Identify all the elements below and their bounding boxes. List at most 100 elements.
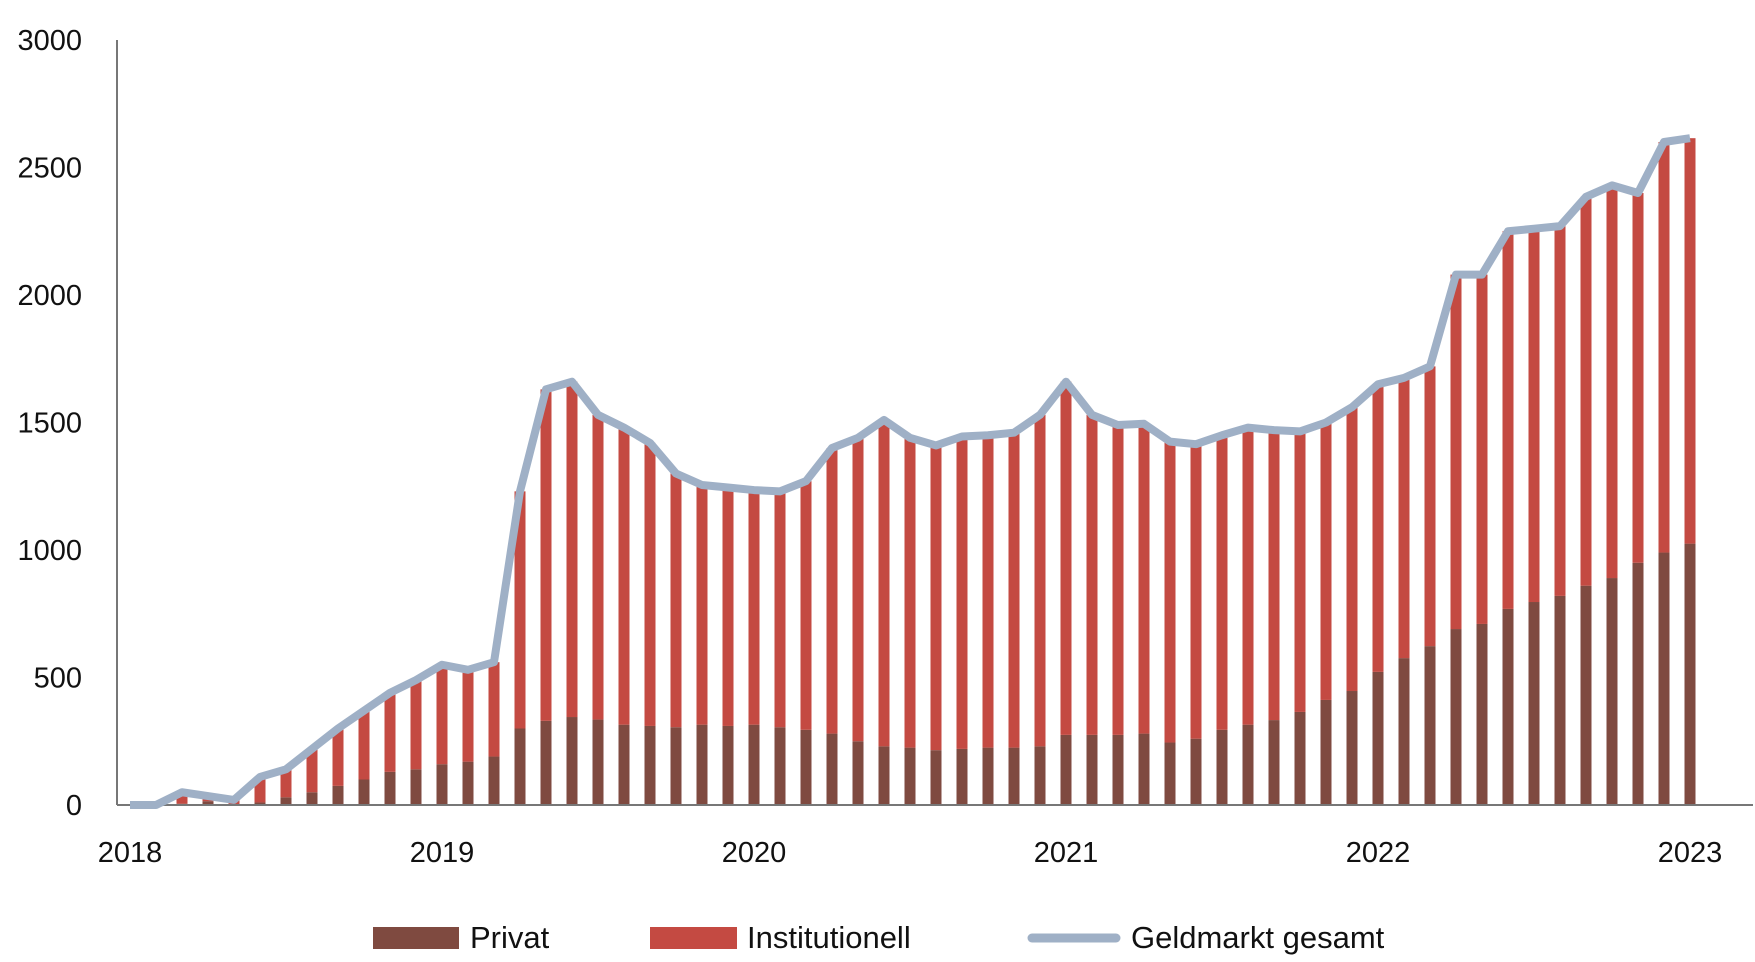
y-tick-label: 3000 xyxy=(17,25,82,57)
x-tick-label: 2022 xyxy=(1346,837,1411,869)
bar-privat xyxy=(514,728,526,805)
bar-institutionell xyxy=(1580,196,1592,586)
y-tick-label: 2000 xyxy=(17,280,82,312)
bar-institutionell xyxy=(722,487,734,726)
bar-privat xyxy=(1346,691,1358,805)
bar-privat xyxy=(1034,746,1046,805)
bar-institutionell xyxy=(1086,414,1098,735)
bar-institutionell xyxy=(1398,377,1410,659)
bar-institutionell xyxy=(748,490,760,725)
y-tick-label: 1500 xyxy=(17,408,82,440)
bar-institutionell xyxy=(410,680,422,770)
legend-label-institutionell: Institutionell xyxy=(747,920,911,955)
bar-institutionell xyxy=(982,435,994,748)
bar-institutionell xyxy=(306,748,318,793)
bar-privat xyxy=(1190,738,1202,805)
bar-privat xyxy=(904,747,916,805)
bar-privat xyxy=(254,802,266,805)
bar-privat xyxy=(462,761,474,805)
bar-institutionell xyxy=(1528,228,1540,603)
bar-institutionell xyxy=(1606,185,1618,579)
bar-institutionell xyxy=(1320,422,1332,700)
bar-privat xyxy=(748,724,760,805)
bar-institutionell xyxy=(1502,231,1514,609)
bar-privat xyxy=(1216,729,1228,805)
bar-privat xyxy=(540,720,552,805)
bar-institutionell xyxy=(566,381,578,718)
bar-institutionell xyxy=(1632,193,1644,563)
x-tick-label: 2020 xyxy=(722,837,787,869)
bar-institutionell xyxy=(540,389,552,721)
bar-privat xyxy=(930,750,942,805)
bar-privat xyxy=(670,727,682,805)
bar-institutionell xyxy=(514,491,526,729)
bar-privat xyxy=(1242,724,1254,805)
bar-institutionell xyxy=(1554,226,1566,596)
bar-privat xyxy=(1164,742,1176,805)
legend-swatch-privat xyxy=(373,927,459,949)
bar-institutionell xyxy=(774,491,786,728)
bar-privat xyxy=(1632,562,1644,805)
bar-institutionell xyxy=(878,419,890,747)
bar-institutionell xyxy=(592,414,604,720)
bar-institutionell xyxy=(488,662,500,757)
bar-privat xyxy=(722,725,734,805)
bar-privat xyxy=(1112,734,1124,805)
legend: Privat Institutionell Geldmarkt gesamt xyxy=(373,920,1385,955)
bar-privat xyxy=(1528,602,1540,805)
bar-privat xyxy=(1580,585,1592,805)
bar-privat xyxy=(592,719,604,805)
bar-institutionell xyxy=(462,669,474,762)
legend-label-privat: Privat xyxy=(470,920,550,955)
y-tick-label: 0 xyxy=(66,790,82,822)
x-tick-label: 2019 xyxy=(410,837,475,869)
bar-institutionell xyxy=(1242,427,1254,725)
bar-privat xyxy=(852,741,864,805)
bar-privat xyxy=(1554,595,1566,805)
bar-institutionell xyxy=(618,427,630,725)
x-tick-label: 2021 xyxy=(1034,837,1099,869)
bar-privat xyxy=(1060,734,1072,805)
bar-privat xyxy=(280,797,292,805)
bar-institutionell xyxy=(930,445,942,751)
bar-privat xyxy=(1476,623,1488,805)
bar-privat xyxy=(1684,543,1696,805)
bar-institutionell xyxy=(1476,274,1488,624)
bar-privat xyxy=(410,769,422,805)
bar-privat xyxy=(1606,578,1618,805)
bar-institutionell xyxy=(436,664,448,765)
bar-privat xyxy=(332,785,344,805)
bar-privat xyxy=(1268,720,1280,805)
bar-privat xyxy=(1398,658,1410,805)
bar-privat xyxy=(436,764,448,805)
bar-privat xyxy=(644,725,656,805)
bar-institutionell xyxy=(1424,366,1436,647)
bar-institutionell xyxy=(1112,425,1124,735)
x-tick-labels: 2018 2019 2020 2021 2022 2023 xyxy=(98,837,1723,869)
bar-institutionell xyxy=(1268,430,1280,721)
bar-privat xyxy=(878,746,890,805)
bar-privat xyxy=(956,748,968,805)
bar-institutionell xyxy=(384,692,396,772)
bar-institutionell xyxy=(1216,435,1228,730)
x-tick-label: 2023 xyxy=(1658,837,1723,869)
bar-institutionell xyxy=(1190,444,1202,739)
bar-privat xyxy=(1008,747,1020,805)
bar-privat xyxy=(696,724,708,805)
bar-institutionell xyxy=(696,484,708,725)
bar-institutionell xyxy=(1034,414,1046,747)
bar-privat xyxy=(800,729,812,805)
bar-institutionell xyxy=(1450,274,1462,630)
bar-institutionell xyxy=(332,728,344,786)
bar-privat xyxy=(1424,646,1436,805)
bar-institutionell xyxy=(1658,142,1670,553)
bar-privat xyxy=(202,801,214,805)
bar-privat xyxy=(1294,711,1306,805)
bar-institutionell xyxy=(1138,423,1150,734)
bar-institutionell xyxy=(904,437,916,748)
y-tick-labels: 0 500 1000 1500 2000 2500 3000 xyxy=(17,25,82,822)
bar-privat xyxy=(826,733,838,805)
bar-institutionell xyxy=(852,437,864,742)
bar-institutionell xyxy=(254,776,266,803)
